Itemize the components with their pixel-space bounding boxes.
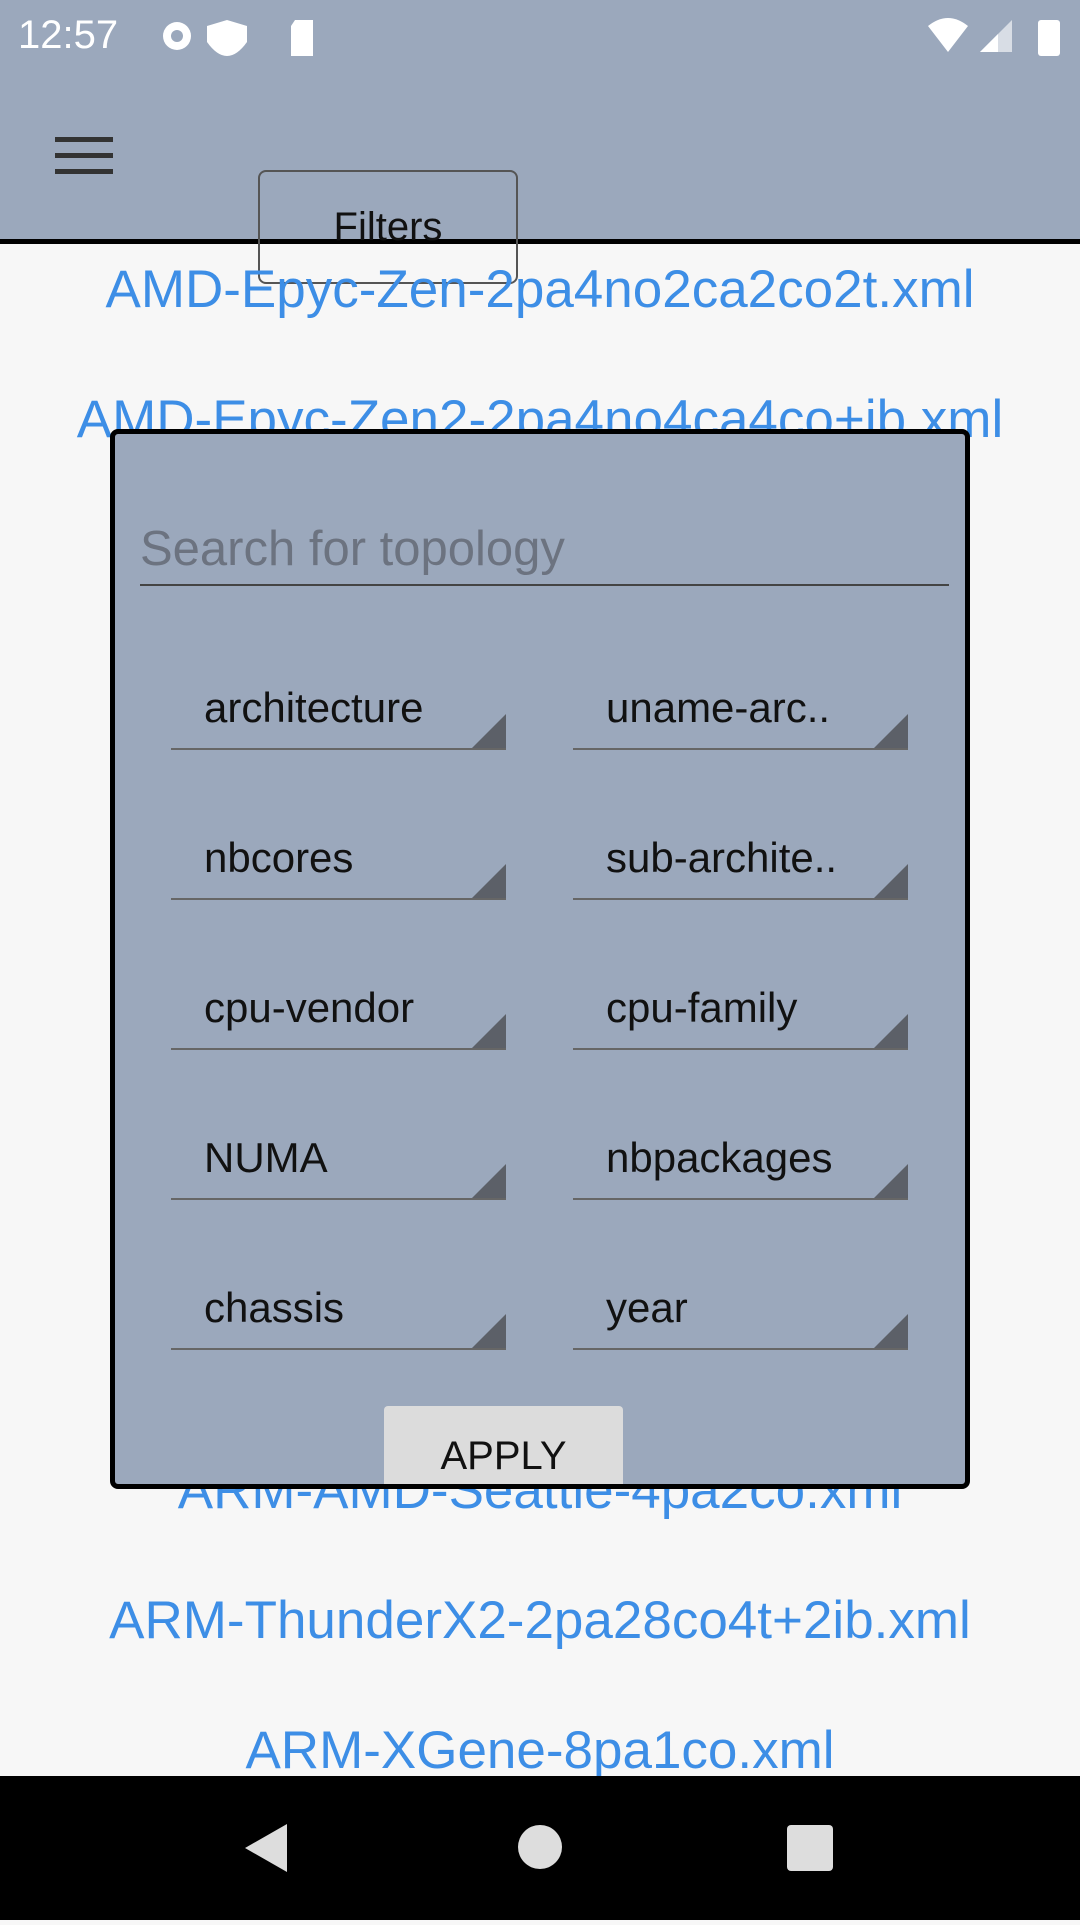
- dropdown-arrow: [874, 714, 908, 748]
- menu-icon[interactable]: [55, 137, 113, 142]
- spinner[interactable]: uname-arc..: [573, 670, 908, 750]
- spinner[interactable]: sub-archite..: [573, 820, 908, 900]
- spinner-label: cpu-family: [606, 984, 798, 1031]
- dropdown-arrow: [472, 1014, 506, 1048]
- spinner-label: architecture: [204, 684, 424, 731]
- spinner-label: chassis: [204, 1284, 345, 1331]
- dropdown-arrow: [874, 1164, 908, 1198]
- nav-icons: [245, 1824, 833, 1872]
- spinner-label: sub-archite..: [606, 834, 838, 881]
- apply-button[interactable]: APPLY: [384, 1406, 623, 1484]
- spinner[interactable]: chassis: [171, 1270, 506, 1350]
- home-button[interactable]: [518, 1825, 562, 1869]
- system-icons: [928, 18, 1060, 56]
- filter-dialog: Search for topology architecture uname-ar…: [110, 429, 970, 1489]
- search-input[interactable]: Search for topology: [140, 514, 949, 586]
- status-bar: 12:57: [0, 0, 1080, 73]
- dropdown-arrow: [874, 1314, 908, 1348]
- spinner[interactable]: cpu-family: [573, 970, 908, 1050]
- spinner-label: year: [606, 1284, 688, 1331]
- spinner-label: uname-arc..: [606, 684, 831, 731]
- recents-button[interactable]: [787, 1825, 833, 1871]
- spinner-label: nbpackages: [606, 1134, 833, 1181]
- app-bar: Filters: [0, 73, 1080, 284]
- spinner[interactable]: NUMA: [171, 1120, 506, 1200]
- spinner[interactable]: architecture: [171, 670, 506, 750]
- menu-icon: [55, 169, 113, 174]
- spinner[interactable]: nbpackages: [573, 1120, 908, 1200]
- spinner[interactable]: nbcores: [171, 820, 506, 900]
- dropdown-arrow: [472, 1164, 506, 1198]
- dropdown-arrow: [874, 864, 908, 898]
- dropdown-arrow: [874, 1014, 908, 1048]
- list-item[interactable]: ARM-ThunderX2-2pa28co4t+2ib.xml: [109, 1591, 971, 1650]
- menu-icon: [55, 153, 113, 158]
- nav-bar: [0, 1776, 1080, 1920]
- dropdown-arrow: [472, 1314, 506, 1348]
- spinner-label: cpu-vendor: [204, 984, 415, 1031]
- spinner-label: nbcores: [204, 834, 354, 881]
- list-item[interactable]: ARM-XGene-8pa1co.xml: [245, 1721, 835, 1780]
- clock: 12:57: [18, 13, 119, 57]
- back-button[interactable]: [245, 1824, 287, 1872]
- spinner[interactable]: year: [573, 1270, 908, 1350]
- filters-button[interactable]: Filters: [258, 170, 518, 284]
- list-item[interactable]: AMD-Epyc-Zen-2pa4no2ca2co2t.xml: [105, 260, 975, 319]
- spinner[interactable]: cpu-vendor: [171, 970, 506, 1050]
- status-icons: [163, 20, 313, 56]
- spinner-label: NUMA: [204, 1134, 328, 1181]
- dropdown-arrow: [472, 864, 506, 898]
- dropdown-arrow: [472, 714, 506, 748]
